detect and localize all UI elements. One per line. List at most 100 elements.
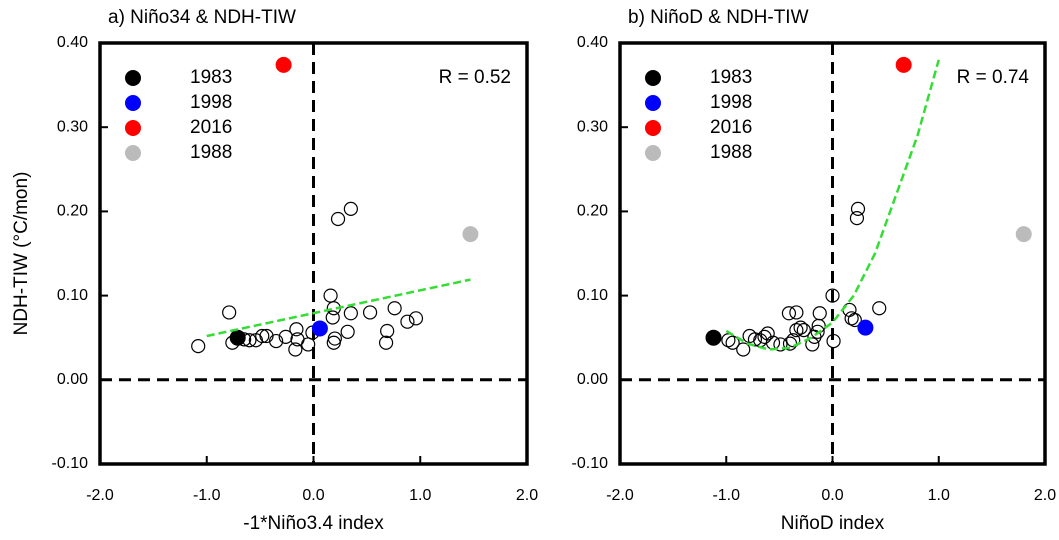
x-tick-label: -1.0 [193, 487, 221, 504]
point [789, 323, 804, 338]
y-tick-label: 0.40 [57, 34, 88, 51]
y-tick-label: -0.10 [572, 455, 609, 472]
highlight-point [1015, 226, 1032, 243]
x-tick-label: 2.0 [1034, 487, 1056, 504]
x-tick-label: 1.0 [409, 487, 431, 504]
x-tick-label: 0.0 [302, 487, 324, 504]
panel: b) NiñoD & NDH-TIW NiñoD index -0.10 0.00 0.… [572, 7, 1057, 534]
highlight-point [857, 319, 874, 336]
highlight-point [311, 320, 328, 337]
y-tick-label: 0.30 [57, 118, 88, 135]
point [340, 324, 355, 339]
x-tick-label: 2.0 [516, 487, 538, 504]
x-axis-label: -1*Niño3.4 index [243, 513, 384, 534]
legend-label: 1988 [710, 142, 752, 163]
legend-label: 1983 [190, 67, 232, 88]
highlight-point [705, 329, 722, 346]
legend-marker [645, 95, 661, 111]
point [736, 342, 751, 357]
highlight-point [895, 56, 912, 73]
y-tick-label: 0.10 [57, 287, 88, 304]
legend-label: 2016 [710, 117, 752, 138]
legend-label: 1998 [190, 92, 232, 113]
legend-label: 2016 [190, 117, 232, 138]
point [872, 301, 887, 316]
point [255, 328, 270, 344]
x-tick-label: -2.0 [86, 487, 114, 504]
panel-title: b) NiñoD & NDH-TIW [628, 7, 809, 28]
y-tick-label: 0.20 [577, 203, 608, 220]
panel: a) Niño34 & NDH-TIW -1*Niño3.4 index NDH-T… [11, 7, 538, 534]
point [326, 335, 341, 350]
x-tick-label: -2.0 [606, 487, 634, 504]
fit-line [725, 59, 940, 351]
point [269, 333, 284, 349]
legend-marker [125, 120, 141, 136]
point [844, 311, 859, 326]
point [343, 201, 358, 216]
point [400, 314, 415, 329]
point [725, 335, 740, 350]
legend-marker [645, 145, 661, 161]
point [810, 324, 825, 339]
legend-label: 1983 [710, 67, 752, 88]
point [325, 310, 340, 325]
panel-title: a) Niño34 & NDH-TIW [108, 7, 296, 28]
point [380, 323, 395, 339]
point [805, 337, 820, 352]
point [387, 301, 402, 316]
point [826, 333, 841, 349]
point [330, 211, 346, 227]
point [747, 332, 763, 347]
point [825, 288, 840, 303]
point [786, 333, 801, 348]
point [222, 305, 237, 320]
y-tick-label: 0.30 [577, 118, 608, 135]
y-tick-label: 0.00 [57, 371, 88, 388]
point [301, 337, 316, 352]
x-tick-label: 0.0 [821, 487, 843, 504]
point [773, 337, 788, 352]
point [278, 329, 293, 344]
legend-marker [125, 95, 141, 111]
plot-frame [618, 41, 1047, 466]
point [850, 201, 866, 216]
y-tick-label: 0.20 [57, 203, 88, 220]
point [847, 312, 862, 328]
point [343, 306, 358, 321]
x-tick-label: -1.0 [712, 487, 740, 504]
legend-marker [125, 145, 141, 161]
plot-frame [98, 41, 529, 466]
highlight-point [275, 56, 292, 73]
legend-marker [645, 120, 661, 136]
highlight-point [462, 226, 479, 243]
legend-marker [645, 70, 661, 86]
y-tick-label: -0.10 [52, 455, 89, 472]
point [760, 326, 775, 341]
x-axis-label: NiñoD index [781, 513, 885, 534]
annotation: R = 0.52 [439, 67, 511, 88]
legend-marker [125, 70, 141, 86]
point [191, 339, 206, 354]
point [408, 311, 424, 326]
legend-label: 1988 [190, 142, 232, 163]
legend-label: 1998 [710, 92, 752, 113]
y-tick-label: 0.40 [577, 34, 608, 51]
point [323, 288, 338, 303]
point [789, 305, 804, 320]
point [288, 342, 303, 357]
point [796, 323, 811, 338]
point [812, 306, 827, 321]
point [849, 211, 865, 226]
fit-line [206, 278, 471, 338]
y-axis-label: NDH-TIW (°C/mon) [11, 172, 32, 336]
point [781, 306, 797, 321]
annotation: R = 0.74 [957, 67, 1030, 88]
y-tick-label: 0.10 [577, 287, 608, 304]
point [721, 333, 736, 348]
y-tick-label: 0.00 [577, 371, 608, 388]
point [793, 320, 808, 335]
point [378, 335, 394, 350]
x-tick-label: 1.0 [928, 487, 950, 504]
